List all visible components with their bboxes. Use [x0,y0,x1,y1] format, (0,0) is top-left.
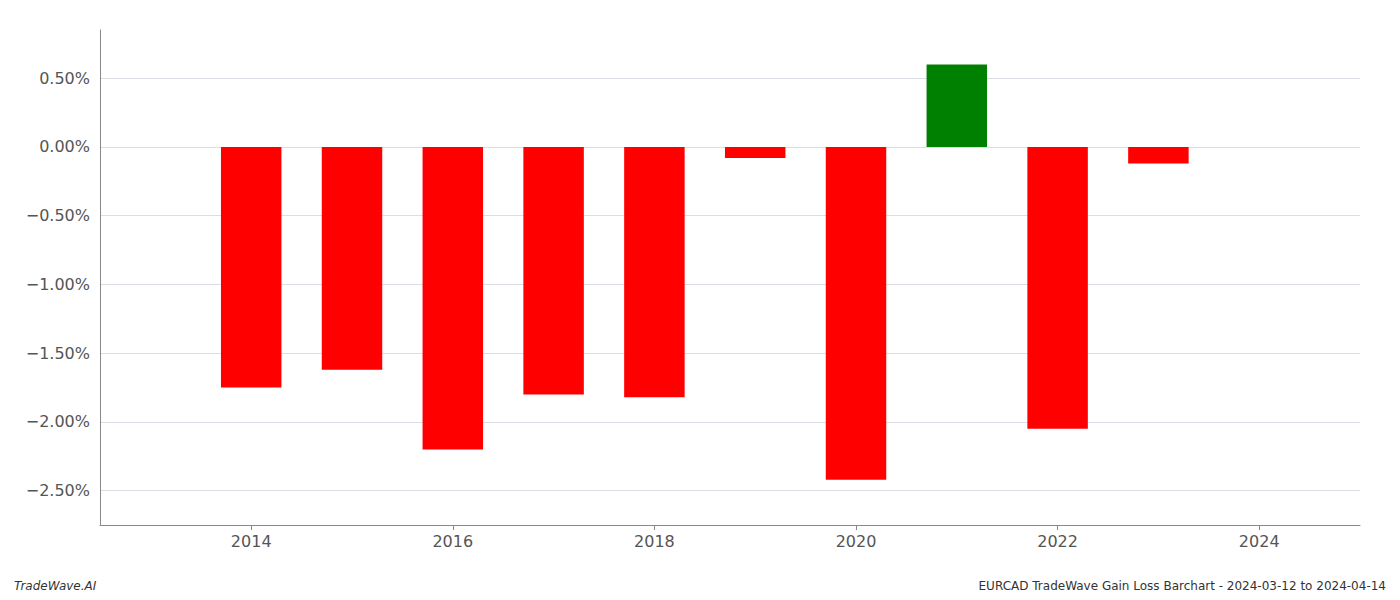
svg-text:0.00%: 0.00% [39,137,90,156]
svg-text:−2.50%: −2.50% [26,481,90,500]
svg-text:−2.00%: −2.00% [26,412,90,431]
svg-text:2024: 2024 [1239,532,1280,551]
svg-text:2022: 2022 [1037,532,1078,551]
svg-text:−1.50%: −1.50% [26,344,90,363]
svg-text:−0.50%: −0.50% [26,206,90,225]
svg-text:−1.00%: −1.00% [26,275,90,294]
svg-text:2020: 2020 [836,532,877,551]
svg-text:0.50%: 0.50% [39,69,90,88]
svg-text:2018: 2018 [634,532,675,551]
svg-text:2014: 2014 [231,532,272,551]
svg-text:2016: 2016 [432,532,473,551]
svg-text:TradeWave.AI: TradeWave.AI [14,579,97,593]
svg-text:EURCAD TradeWave Gain Loss Bar: EURCAD TradeWave Gain Loss Barchart - 20… [979,579,1386,593]
